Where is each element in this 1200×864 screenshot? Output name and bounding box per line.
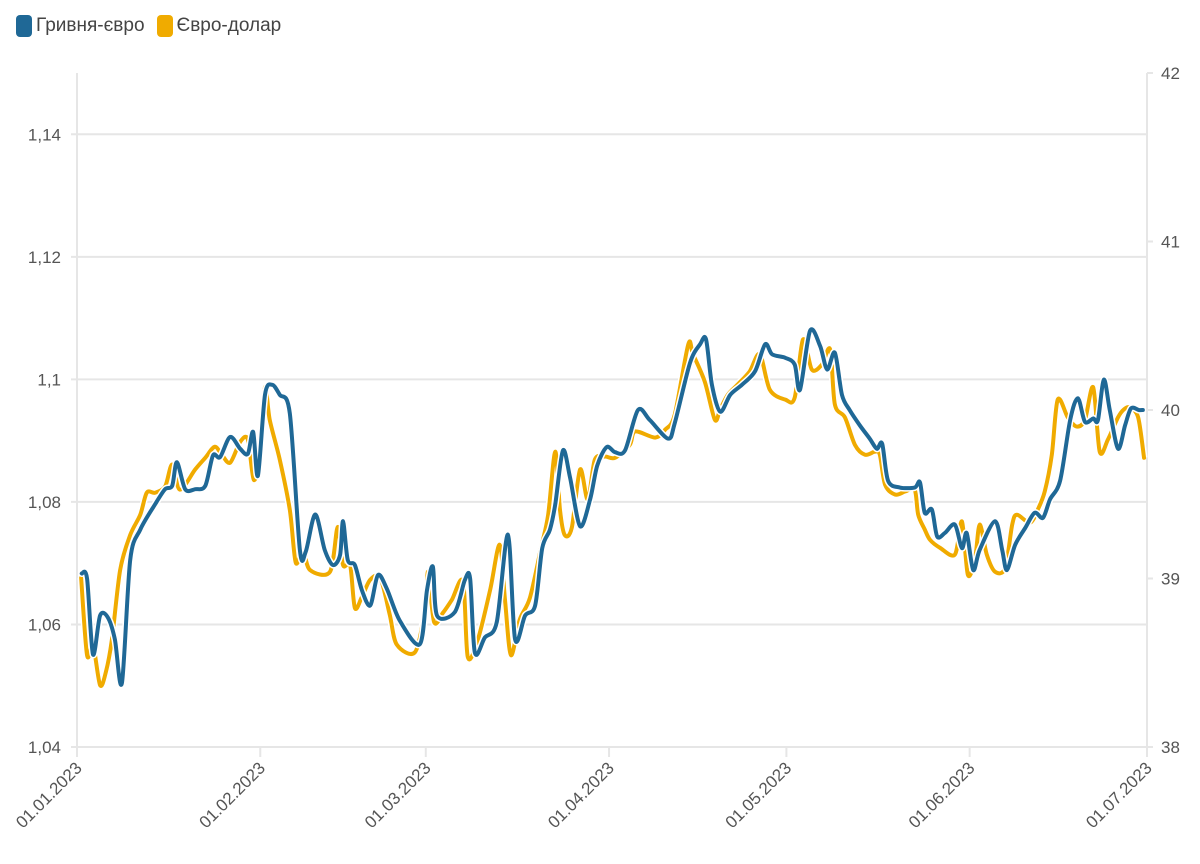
x-tick-label: 01.01.2023 [12,758,86,832]
y-right-tick-label: 42 [1161,64,1180,83]
x-tick-label: 01.04.2023 [544,758,618,832]
series-halo [77,335,1148,690]
series-line-eur-usd [79,337,1147,688]
legend-label: Євро-долар [176,15,282,36]
y-left-tick-label: 1,14 [28,125,61,144]
legend-item-eur-usd[interactable]: Євро-долар [156,15,282,37]
legend-item-uah-eur[interactable]: Гривня-євро [16,15,145,37]
y-right-tick-label: 39 [1161,570,1180,589]
x-tick-label: 01.02.2023 [195,758,269,832]
x-tick-label: 01.06.2023 [905,758,979,832]
series-line-uah-eur [79,327,1145,687]
y-right-tick-label: 41 [1161,233,1180,252]
legend-swatch-yellow [156,15,173,37]
legend-swatch-blue [16,15,32,37]
x-tick-label: 01.07.2023 [1082,758,1156,832]
y-left-tick-label: 1,06 [28,615,61,634]
x-tick-label: 01.05.2023 [722,758,796,832]
series-halo [78,325,1143,689]
y-left-tick-label: 1,08 [28,493,61,512]
y-left-tick-label: 1,04 [28,738,61,757]
y-left-tick-label: 1,1 [37,370,61,389]
chart-legend: Гривня-євро Євро-долар [16,15,281,37]
legend-label: Гривня-євро [36,15,145,36]
y-right-tick-label: 38 [1161,738,1180,757]
x-tick-label: 01.03.2023 [361,758,435,832]
y-left-tick-label: 1,12 [28,248,61,267]
y-right-tick-label: 40 [1161,401,1180,420]
